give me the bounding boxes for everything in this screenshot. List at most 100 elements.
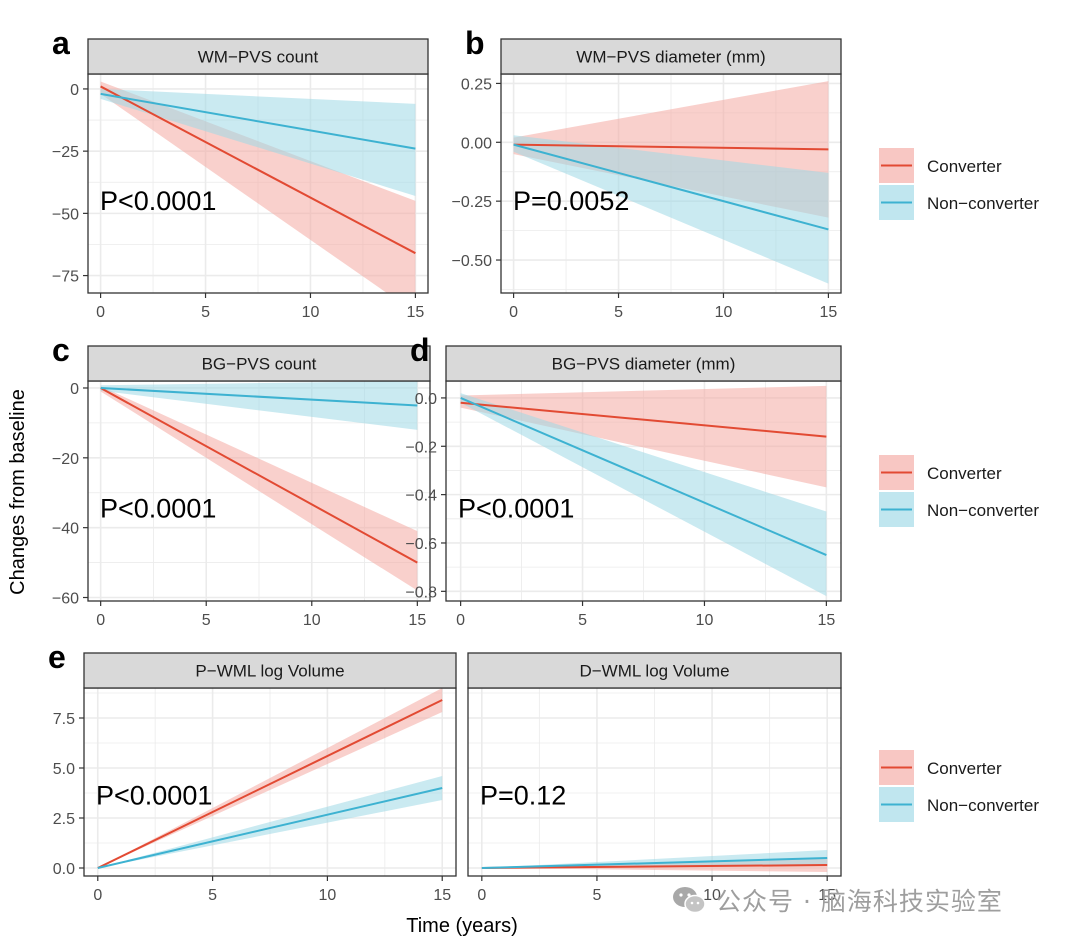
confidence-ribbon-non-converter bbox=[97, 776, 443, 868]
x-tick-label: 5 bbox=[202, 612, 211, 629]
x-tick-label: 10 bbox=[302, 304, 320, 321]
series-line-non-converter bbox=[97, 787, 443, 869]
x-tick-label: 15 bbox=[818, 887, 836, 904]
series-line-non-converter bbox=[513, 143, 829, 231]
x-tick-label: 0 bbox=[93, 887, 102, 904]
y-tick-label: −0.50 bbox=[452, 253, 493, 270]
x-tick-label: 15 bbox=[407, 304, 425, 321]
y-axis-label: Changes from baseline bbox=[7, 389, 29, 595]
series-line-converter bbox=[100, 85, 416, 255]
confidence-ribbon-non-converter bbox=[460, 393, 827, 597]
x-tick-label: 15 bbox=[817, 612, 835, 629]
wechat-icon bbox=[673, 887, 706, 914]
legend-label: Converter bbox=[927, 157, 1002, 176]
y-tick-label: 0 bbox=[70, 381, 79, 398]
y-tick-label: 0.25 bbox=[461, 76, 492, 93]
legend-label: Converter bbox=[927, 464, 1002, 483]
y-tick-label: −20 bbox=[52, 451, 79, 468]
panel-letter: d bbox=[410, 332, 430, 368]
y-tick-label: 0 bbox=[70, 82, 79, 99]
x-tick-label: 5 bbox=[208, 887, 217, 904]
y-tick-label: 2.5 bbox=[53, 811, 75, 828]
series-line-non-converter bbox=[481, 857, 828, 869]
legends: Converter Non−converter Converter Non−conve… bbox=[879, 148, 1039, 822]
confidence-ribbon-non-converter bbox=[513, 135, 829, 284]
p-value-label: P<0.0001 bbox=[100, 493, 216, 523]
x-axis: 0 5 10 15 bbox=[96, 601, 426, 629]
confidence-ribbon-converter bbox=[100, 81, 416, 293]
x-tick-label: 5 bbox=[592, 887, 601, 904]
confidence-ribbon-converter bbox=[97, 688, 443, 868]
facet-strip bbox=[87, 345, 431, 382]
facet-title: BG−PVS count bbox=[202, 355, 317, 374]
y-tick-label: −25 bbox=[52, 144, 79, 161]
legend-label: Converter bbox=[927, 759, 1002, 778]
y-axis: 0 −25 −50 −75 bbox=[52, 82, 88, 286]
facet-title: BG−PVS diameter (mm) bbox=[552, 355, 736, 374]
watermark: 公众号 · 脑海科技实验室 bbox=[672, 880, 1003, 920]
y-tick-label: −40 bbox=[52, 521, 79, 538]
panel-c: BG−PVS count c P<0.0001 0 5 10 15 0 −20 −40 −60 bbox=[52, 332, 431, 629]
x-tick-label: 0 bbox=[509, 304, 518, 321]
facet-strip bbox=[445, 345, 842, 382]
x-axis-label: Time (years) bbox=[406, 915, 517, 937]
y-tick-label: 7.5 bbox=[53, 711, 75, 728]
confidence-ribbon-converter bbox=[100, 386, 418, 591]
x-tick-label: 10 bbox=[696, 612, 714, 629]
facet-strip bbox=[87, 38, 429, 75]
panel-letter: e bbox=[48, 639, 66, 675]
facet-title: WM−PVS diameter (mm) bbox=[576, 48, 765, 67]
y-axis: 0.0 −0.2 −0.4 −0.6 −0.8 bbox=[405, 391, 446, 601]
facet-strip bbox=[500, 38, 842, 75]
y-axis: 0 −20 −40 −60 bbox=[52, 381, 88, 608]
p-value-label: P=0.12 bbox=[480, 781, 566, 811]
x-tick-label: 0 bbox=[96, 304, 105, 321]
x-tick-label: 15 bbox=[433, 887, 451, 904]
facet-title: P−WML log Volume bbox=[195, 662, 344, 681]
series-line-converter bbox=[513, 143, 829, 151]
facet-title: WM−PVS count bbox=[198, 48, 319, 67]
x-tick-label: 15 bbox=[408, 612, 426, 629]
x-tick-label: 10 bbox=[303, 612, 321, 629]
p-value-label: P<0.0001 bbox=[96, 781, 212, 811]
facet-strip bbox=[467, 652, 842, 689]
confidence-ribbon-non-converter bbox=[481, 850, 828, 868]
series-line-converter bbox=[97, 699, 443, 869]
panel-letter: b bbox=[465, 25, 485, 61]
watermark-text: 公众号 · 脑海科技实验室 bbox=[716, 887, 1003, 916]
confidence-ribbon-non-converter bbox=[100, 88, 416, 196]
series-line-non-converter bbox=[460, 397, 827, 556]
series-group bbox=[97, 688, 443, 869]
x-tick-label: 10 bbox=[319, 887, 337, 904]
series-line-converter bbox=[460, 401, 827, 438]
panel-a: WM−PVS count a P<0.0001 0 5 10 15 0 −25 −50 −75 bbox=[52, 25, 429, 321]
y-tick-label: −0.8 bbox=[405, 584, 437, 601]
series-group bbox=[100, 81, 416, 293]
legend-row-3: Converter Non−converter bbox=[879, 750, 1039, 822]
panel-f: D−WML log Volume P=0.12 0 5 10 15 bbox=[467, 652, 842, 904]
x-tick-label: 10 bbox=[715, 304, 733, 321]
y-axis: 0.0 2.5 5.0 7.5 bbox=[53, 711, 84, 878]
x-tick-label: 15 bbox=[820, 304, 838, 321]
facet-strip bbox=[83, 652, 457, 689]
p-value-label: P=0.0052 bbox=[513, 186, 629, 216]
panel-d: BG−PVS diameter (mm) d P<0.0001 0 5 10 15 0.0 −0… bbox=[405, 332, 842, 629]
y-tick-label: −0.2 bbox=[405, 439, 437, 456]
series-group bbox=[481, 850, 828, 872]
series-line-converter bbox=[481, 864, 828, 869]
y-tick-label: 0.00 bbox=[461, 135, 492, 152]
y-tick-label: −50 bbox=[52, 206, 79, 223]
series-line-non-converter bbox=[100, 386, 418, 407]
x-axis: 0 5 10 15 bbox=[456, 601, 835, 629]
y-tick-label: 5.0 bbox=[53, 761, 75, 778]
legend-label: Non−converter bbox=[927, 501, 1039, 520]
y-tick-label: −0.6 bbox=[405, 536, 437, 553]
x-tick-label: 0 bbox=[96, 612, 105, 629]
y-axis: 0.25 0.00 −0.25 −0.50 bbox=[452, 76, 501, 270]
p-value-label: P<0.0001 bbox=[458, 493, 574, 523]
panel-e: P−WML log Volume e P<0.0001 0 5 10 15 0.0 2.5 5.0… bbox=[48, 639, 457, 904]
series-group bbox=[100, 381, 418, 591]
